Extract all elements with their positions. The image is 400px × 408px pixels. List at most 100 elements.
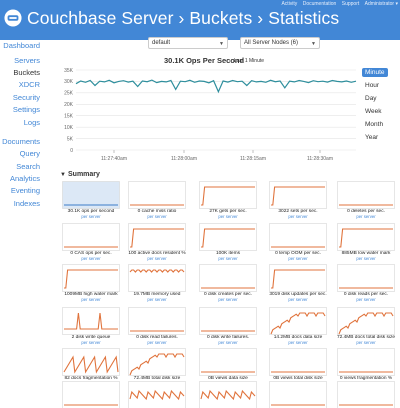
- sparkline-chart: [128, 307, 186, 335]
- sidebar-item-security[interactable]: Security: [12, 93, 40, 102]
- sidebar-item-query[interactable]: Query: [19, 149, 40, 158]
- stat-tile[interactable]: 0 CAS ops per sec. per server: [62, 223, 120, 262]
- y-tick-label: 20K: [64, 102, 74, 108]
- couchbase-logo-icon: [4, 9, 22, 27]
- stat-tile[interactable]: 82 docs fragmentation %per server: [62, 348, 120, 387]
- sparkline-chart: [337, 381, 395, 408]
- x-tick-label: 11:28:00am: [171, 156, 197, 162]
- sparkline-chart: [62, 307, 120, 335]
- stat-tile[interactable]: 0 disk read failures. per server: [128, 307, 186, 346]
- chevron-down-icon: ▼: [219, 41, 224, 47]
- administrator-menu[interactable]: Administrator ▾: [364, 1, 398, 7]
- stat-tile[interactable]: 100K items per server: [199, 223, 257, 262]
- stat-tile[interactable]: 2 disk write queue per server: [62, 307, 120, 346]
- y-tick-label: 35K: [64, 68, 74, 74]
- stat-tile[interactable]: 0 view reads per sec.per server: [62, 381, 120, 408]
- per-server-label: per server: [81, 256, 101, 261]
- stat-tile[interactable]: 72.4MB docs total disk size per server: [337, 307, 395, 346]
- sparkline-chart: [128, 381, 186, 408]
- sparkline-chart: [337, 181, 395, 209]
- stat-tile[interactable]: 0 bg wait timeper server: [269, 381, 327, 408]
- stat-label: 0 CAS ops per sec.: [70, 251, 112, 256]
- stat-tile[interactable]: 1009MB high water mark per server: [62, 264, 120, 303]
- stat-tile[interactable]: 0 incoming XDCR ops/sec.per server: [337, 381, 395, 408]
- sidebar-item-logs[interactable]: Logs: [23, 118, 40, 127]
- per-server-label: per server: [218, 214, 238, 219]
- per-server-label: per server: [288, 297, 308, 302]
- sparkline-chart: [62, 348, 120, 376]
- per-server-label: per server: [288, 256, 308, 261]
- stat-tile[interactable]: 0 temp OOM per sec. per server: [269, 223, 327, 262]
- per-server-label: per server: [288, 214, 308, 219]
- sparkline-chart: [199, 264, 257, 292]
- sidebar-item-xdcr[interactable]: XDCR: [18, 80, 40, 89]
- per-server-label: per server: [356, 297, 376, 302]
- bucket-select[interactable]: default ▼: [148, 37, 228, 49]
- stat-tile[interactable]: 14.2MB docs data size per server: [269, 307, 327, 346]
- per-server-label: per server: [356, 340, 376, 345]
- per-server-label: per server: [288, 340, 308, 345]
- stat-label: 27K gets per sec.: [209, 209, 247, 214]
- per-server-label: per server: [218, 297, 238, 302]
- sparkline-chart: [62, 381, 120, 408]
- sidebar-item-analytics[interactable]: Analytics: [9, 174, 40, 183]
- zoom-day[interactable]: Day: [365, 95, 377, 102]
- sidebar-item-dashboard[interactable]: Dashboard: [3, 41, 40, 50]
- stat-tile[interactable]: 30.1K ops per second per server: [62, 181, 120, 220]
- ops-per-second-chart: 35K 30K 25K 20K 15K 10K 5K 0 11:27:40am 11:28:00a…: [64, 68, 357, 162]
- stat-tile[interactable]: 0 deletes per sec. per server: [337, 181, 395, 220]
- stat-label: 72.4MB docs total disk size: [336, 335, 396, 340]
- sparkline-chart: [199, 348, 257, 376]
- server-nodes-select[interactable]: All Server Nodes (6) ▼: [240, 37, 320, 49]
- sidebar-item-buckets[interactable]: Buckets: [13, 68, 40, 77]
- stat-tile[interactable]: 0 disk reads per sec. per server: [337, 264, 395, 303]
- sidebar: Dashboard Servers Buckets XDCR Security Setti…: [0, 40, 42, 408]
- zoom-year[interactable]: Year: [365, 134, 379, 141]
- sidebar-item-eventing[interactable]: Eventing: [10, 186, 40, 195]
- stat-label: 19.7MB memory used: [133, 292, 181, 297]
- stat-tile[interactable]: 0 disk write failures. per server: [199, 307, 257, 346]
- stat-tile[interactable]: 27K gets per sec. per server: [199, 181, 257, 220]
- stat-tile[interactable]: 3019 disk updates per sec. per server: [269, 264, 327, 303]
- stat-tile[interactable]: 0 cache miss ratio per server: [128, 181, 186, 220]
- sparkline-chart: [128, 181, 186, 209]
- summary-heading[interactable]: Summary: [68, 171, 100, 178]
- collapse-arrow-icon[interactable]: ▼: [60, 172, 66, 178]
- page-title: Couchbase Server › Buckets › Statistics: [27, 8, 340, 28]
- sparkline-chart: [269, 348, 327, 376]
- stat-tile[interactable]: 1.12 disk update timeper server: [128, 381, 186, 408]
- per-server-label: per server: [147, 256, 167, 261]
- sidebar-item-indexes[interactable]: Indexes: [13, 199, 40, 208]
- documentation-link[interactable]: Documentation: [302, 1, 337, 7]
- top-links: Activity Documentation Support Administr…: [277, 1, 398, 7]
- sidebar-item-search[interactable]: Search: [16, 162, 40, 171]
- y-tick-label: 30K: [64, 79, 74, 85]
- activity-link[interactable]: Activity: [281, 1, 298, 7]
- per-server-label: per server: [356, 256, 376, 261]
- stat-tile[interactable]: 0.000594 disk commit timeper server: [199, 381, 257, 408]
- zoom-hour[interactable]: Hour: [365, 82, 380, 89]
- sparkline-chart: [337, 307, 395, 335]
- stat-tile[interactable]: 100 active docs resident % per server: [128, 223, 186, 262]
- zoom-minute[interactable]: Minute: [362, 68, 388, 77]
- stat-tile[interactable]: 885MB low water mark per server: [337, 223, 395, 262]
- sidebar-item-servers[interactable]: Servers: [14, 56, 40, 65]
- stat-tile[interactable]: 0 disk creates per sec. per server: [199, 264, 257, 303]
- sidebar-item-documents[interactable]: Documents: [2, 137, 40, 146]
- sparkline-chart: [199, 381, 257, 408]
- stat-label: 0B views data size: [208, 376, 248, 381]
- zoom-week[interactable]: Week: [365, 108, 382, 115]
- per-server-label: per server: [356, 214, 376, 219]
- stat-tile[interactable]: 19.7MB memory used per server: [128, 264, 186, 303]
- stat-label: 0 disk creates per sec.: [204, 292, 252, 297]
- sparkline-chart: [269, 264, 327, 292]
- main-chart-title: 30.1K Ops Per Second: [164, 56, 245, 65]
- support-link[interactable]: Support: [341, 1, 360, 7]
- stat-tile[interactable]: 3022 sets per sec. per server: [269, 181, 327, 220]
- sidebar-item-settings[interactable]: Settings: [12, 105, 40, 114]
- stat-label: 0 views fragmentation %: [339, 376, 393, 381]
- per-server-label: per server: [81, 214, 101, 219]
- zoom-month[interactable]: Month: [365, 121, 384, 128]
